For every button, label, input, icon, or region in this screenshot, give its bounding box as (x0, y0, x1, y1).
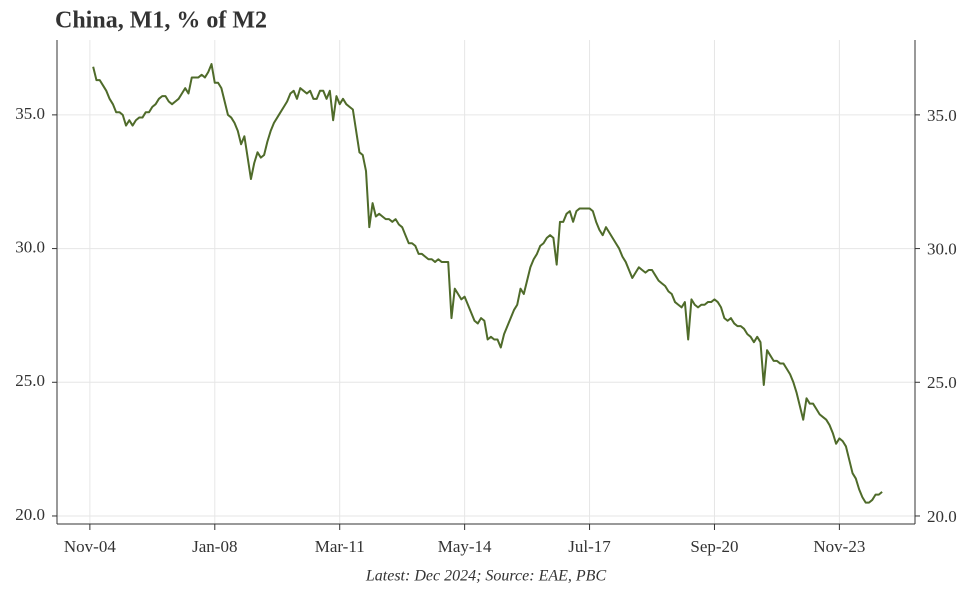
chart-title: China, M1, % of M2 (55, 8, 267, 34)
data-line (92, 63, 883, 504)
x-tick-label: Nov-23 (813, 537, 865, 556)
y2-tick-label: 30.0 (927, 239, 957, 258)
x-tick-label: Mar-11 (315, 537, 365, 556)
y2-tick-label: 20.0 (927, 507, 957, 526)
y-tick-label: 20.0 (15, 505, 45, 524)
x-tick-label: Sep-20 (690, 537, 738, 556)
x-tick-label: Jan-08 (192, 537, 237, 556)
y-tick-label: 35.0 (15, 104, 45, 123)
x-tick-label: Jul-17 (568, 537, 611, 556)
y2-tick-label: 25.0 (927, 373, 957, 392)
y-tick-label: 25.0 (15, 371, 45, 390)
x-tick-label: Nov-04 (64, 537, 116, 556)
caption: Latest: Dec 2024; Source: EAE, PBC (365, 568, 607, 585)
x-tick-label: May-14 (438, 537, 492, 556)
y2-tick-label: 35.0 (927, 106, 957, 125)
y-tick-label: 30.0 (15, 237, 45, 256)
